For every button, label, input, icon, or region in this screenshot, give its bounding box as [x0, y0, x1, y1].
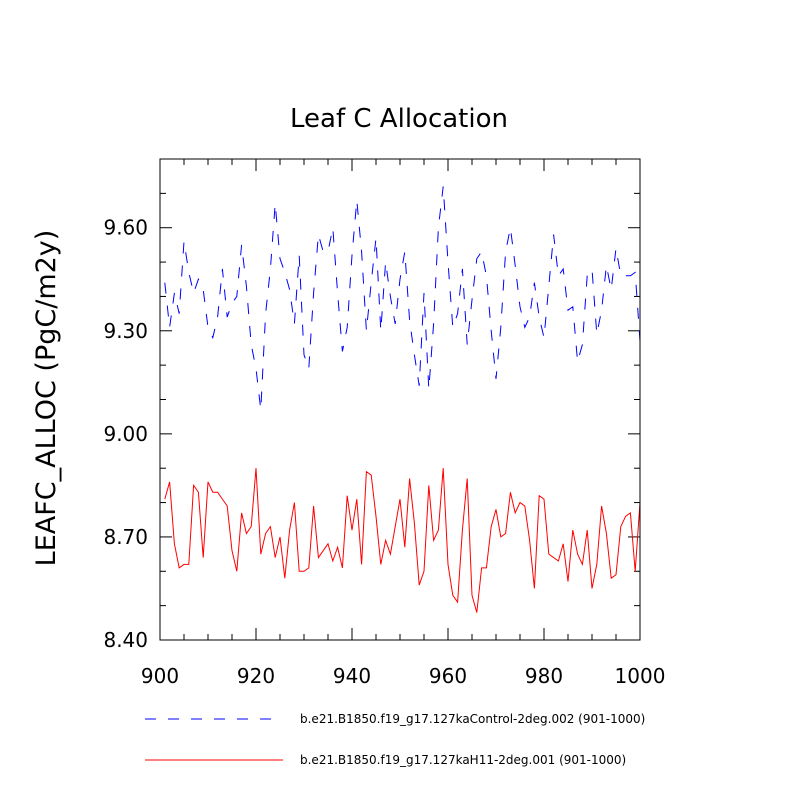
x-tick-labels: 900 920 940 960 980 1000	[141, 664, 666, 688]
y-tick-labels: 8.40 8.70 9.00 9.30 9.60	[103, 216, 148, 652]
x-tick-label: 920	[237, 664, 275, 688]
axis-ticks	[159, 158, 641, 641]
legend: b.e21.B1850.f19_g17.127kaControl-2deg.00…	[145, 712, 645, 767]
x-tick-label: 940	[333, 664, 371, 688]
series-line-h11	[164, 468, 641, 613]
legend-label-control: b.e21.B1850.f19_g17.127kaControl-2deg.00…	[300, 712, 645, 726]
y-tick-label: 9.00	[103, 422, 148, 446]
legend-item-h11: b.e21.B1850.f19_g17.127kaH11-2deg.001 (9…	[145, 753, 626, 767]
series-line-control	[164, 186, 641, 410]
y-tick-label: 9.60	[103, 216, 148, 240]
y-tick-label: 9.30	[103, 319, 148, 343]
x-tick-label: 960	[429, 664, 467, 688]
chart-title: Leaf C Allocation	[290, 104, 508, 134]
x-tick-label: 980	[525, 664, 563, 688]
x-tick-label: 1000	[615, 664, 666, 688]
plot-frame	[159, 158, 641, 641]
legend-item-control: b.e21.B1850.f19_g17.127kaControl-2deg.00…	[145, 712, 645, 726]
plot-lines	[164, 186, 641, 613]
x-tick-label: 900	[141, 664, 179, 688]
legend-label-h11: b.e21.B1850.f19_g17.127kaH11-2deg.001 (9…	[300, 753, 626, 767]
y-axis-label: LEAFC_ALLOC (PgC/m2y)	[31, 230, 62, 567]
y-tick-label: 8.40	[103, 628, 148, 652]
y-tick-label: 8.70	[103, 525, 148, 549]
